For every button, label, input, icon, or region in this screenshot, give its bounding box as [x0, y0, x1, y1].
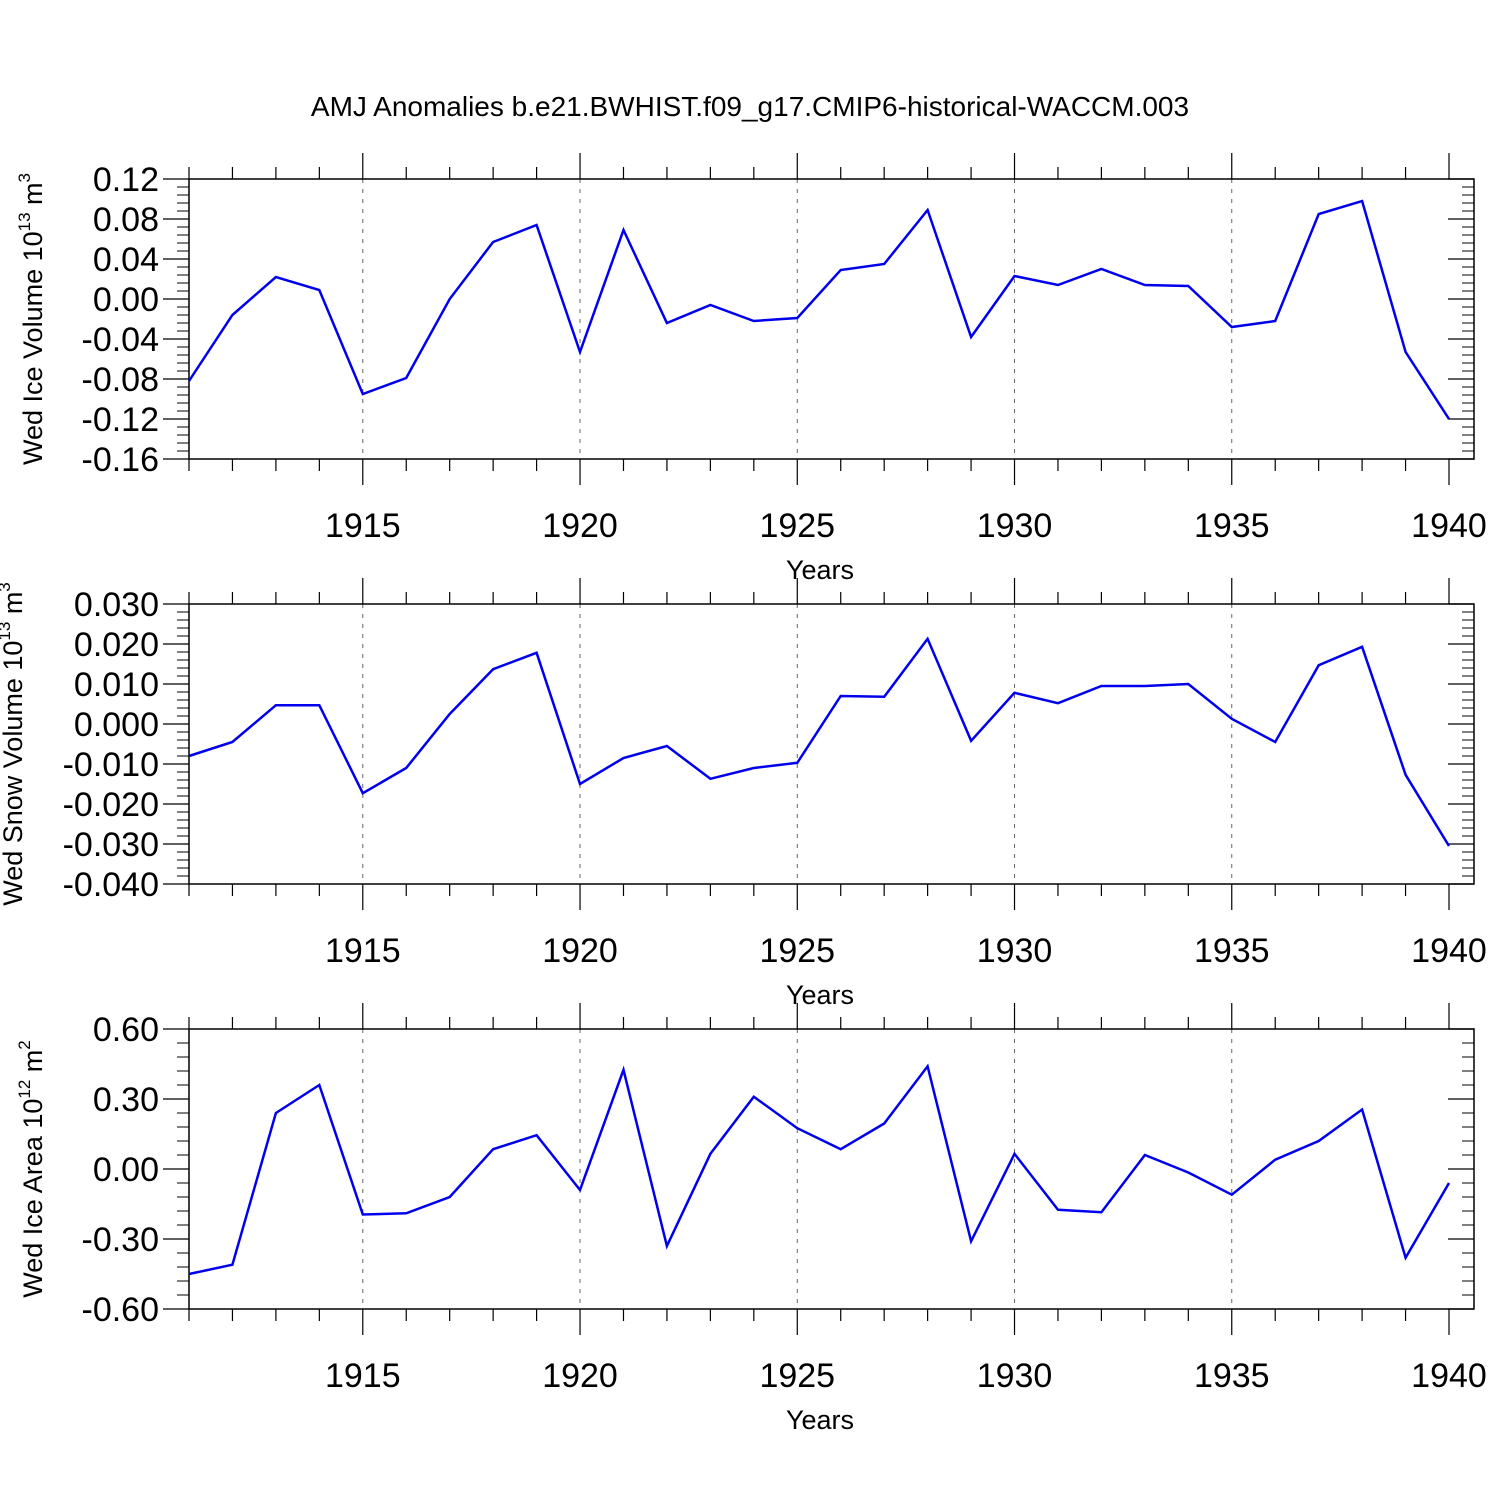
y-axis-label-unit-exponent: 3: [15, 173, 34, 182]
y-tick-label-3: 0.000: [74, 706, 159, 744]
y-tick-label-2: 0.04: [93, 241, 159, 279]
x-tick-label-1930: 1930: [977, 1357, 1053, 1395]
y-tick-label-2: 0.010: [74, 666, 159, 704]
y-axis-label-exponent: 13: [0, 622, 14, 641]
y-axis-label-unit: m: [18, 182, 48, 212]
y-axis-label-unit-exponent: 2: [15, 1040, 34, 1049]
y-axis-label-text: Wed Ice Volume 10: [18, 231, 48, 465]
y-axis-label-text: Wed Ice Area 10: [18, 1099, 48, 1298]
panel-2: 1915 1920 1925 1930 1935 1940Years0.0300.0200…: [0, 578, 1487, 1010]
y-tick-label-6: -0.030: [63, 826, 159, 864]
series-line: [188, 1063, 1451, 1276]
x-axis-label: Years: [786, 980, 854, 1010]
y-tick-label-3: 0.00: [93, 281, 159, 319]
panel-3: 1915 1920 1925 1930 1935 1940 Years 0.60 0.30 0.0…: [15, 1003, 1487, 1435]
y-axis-label-exponent: 12: [15, 1080, 34, 1099]
y-tick-label-0: 0.60: [93, 1011, 159, 1049]
y-axis-label: Wed Ice Area 1012 m2: [15, 1040, 48, 1298]
x-tick-label-1915: 1915: [325, 932, 401, 970]
y-tick-label-7: -0.040: [63, 866, 159, 904]
x-tick-label-1925: 1925: [759, 1357, 835, 1395]
x-tick-label-1940: 1940: [1411, 932, 1487, 970]
x-tick-label-1920: 1920: [542, 932, 618, 970]
y-axis-label-exponent: 13: [15, 212, 34, 231]
y-tick-label-4: -0.60: [82, 1291, 160, 1329]
y-axis-label-unit-exponent: 3: [0, 582, 14, 591]
y-tick-label-1: 0.08: [93, 201, 159, 239]
y-axis-label-text: Wed Snow Volume 10: [0, 641, 28, 906]
series-line: [187, 199, 1451, 420]
y-axis-label-unit: m: [18, 1050, 48, 1080]
x-tick-label-1915: 1915: [325, 1357, 401, 1395]
x-tick-label-1940: 1940: [1411, 1357, 1487, 1395]
series-line: [188, 636, 1451, 847]
plot-frame: [188, 178, 1475, 460]
x-tick-label-1940: 1940: [1411, 507, 1487, 545]
panels: 1915 1920 1925 1930 1935 1940Years0.120.080.0…: [0, 153, 1487, 1435]
x-tick-label-1935: 1935: [1194, 1357, 1270, 1395]
y-tick-label-5: -0.020: [63, 786, 159, 824]
x-axis-label: Years: [786, 555, 854, 585]
y-axis-label-unit: m: [0, 592, 28, 622]
y-tick-label-6: -0.12: [82, 401, 160, 439]
x-tick-label-1930: 1930: [977, 507, 1053, 545]
x-tick-label-1930: 1930: [977, 932, 1053, 970]
y-tick-label-3: -0.30: [82, 1221, 160, 1259]
x-tick-label-1920: 1920: [542, 507, 618, 545]
x-tick-label-1920: 1920: [542, 1357, 618, 1395]
y-tick-label-0: 0.030: [74, 586, 159, 624]
y-tick-label-5: -0.08: [82, 361, 160, 399]
y-tick-label-4: -0.010: [63, 746, 159, 784]
x-tick-label-1935: 1935: [1194, 932, 1270, 970]
x-tick-label-1915: 1915: [325, 507, 401, 545]
y-tick-label-1: 0.020: [74, 626, 159, 664]
x-tick-label-1935: 1935: [1194, 507, 1270, 545]
y-tick-label-0: 0.12: [93, 161, 159, 199]
plot-frame: [188, 603, 1475, 885]
x-axis-label: Years: [786, 1405, 854, 1435]
x-tick-label-1925: 1925: [759, 507, 835, 545]
chart-title: AMJ Anomalies b.e21.BWHIST.f09_g17.CMIP6…: [311, 91, 1189, 122]
y-axis-label: Wed Snow Volume 1013 m3: [0, 582, 28, 906]
y-tick-label-4: -0.04: [82, 321, 160, 359]
y-tick-label-1: 0.30: [93, 1081, 159, 1119]
y-axis-label: Wed Ice Volume 1013 m3: [15, 173, 48, 465]
x-tick-label-1925: 1925: [759, 932, 835, 970]
y-tick-label-2: 0.00: [93, 1151, 159, 1189]
y-tick-label-7: -0.16: [82, 441, 160, 479]
